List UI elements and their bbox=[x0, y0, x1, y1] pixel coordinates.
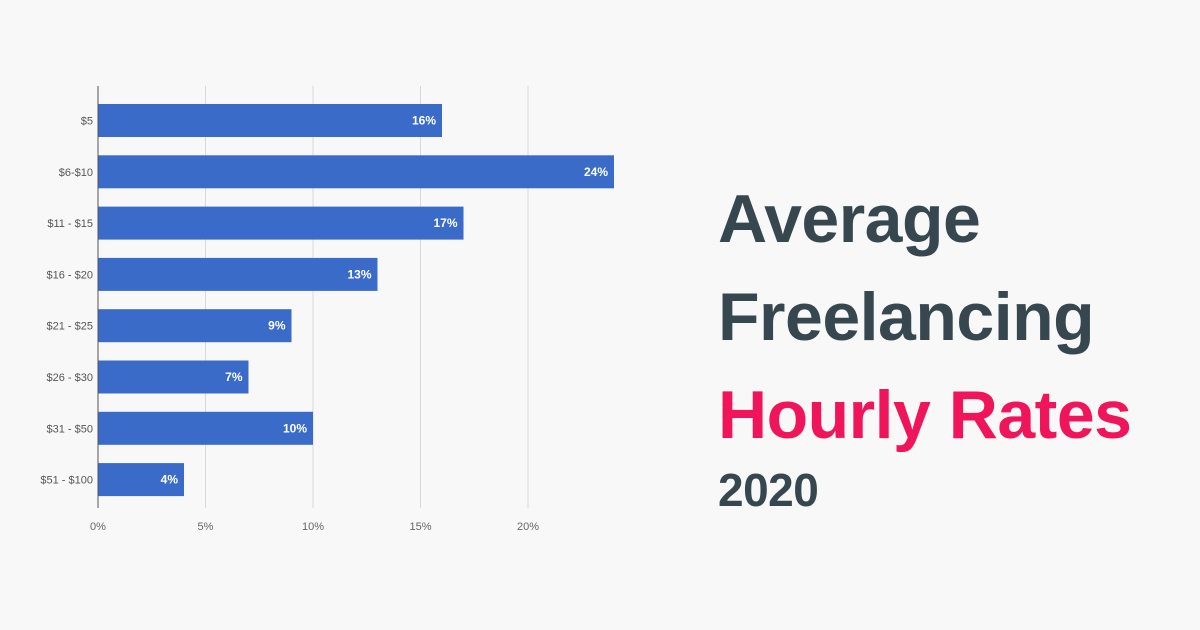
category-labels: $5 $6-$10 $11 - $15 $16 - $20 $21 - $25 $26 -… bbox=[40, 116, 93, 487]
bar bbox=[98, 257, 378, 291]
x-tick-label: 5% bbox=[198, 521, 214, 533]
data-label: 13% bbox=[347, 267, 371, 281]
bar-chart: 16%24%17%13%9%7%10%4% $5$6-$10$11 - $15$… bbox=[40, 86, 614, 533]
data-label: 10% bbox=[283, 421, 307, 435]
category-label: $11 - $15 bbox=[47, 218, 93, 230]
x-tick-label: 0% bbox=[90, 521, 106, 533]
x-tick-labels: 0% 5% 10% 15% 20% bbox=[90, 521, 539, 533]
category-label: $51 - $100 bbox=[40, 475, 93, 487]
data-label: 16% bbox=[412, 114, 436, 128]
category-label: $6-$10 bbox=[59, 167, 93, 179]
bar bbox=[98, 411, 313, 445]
title-line-freelancing: Freelancing bbox=[718, 279, 1095, 355]
bar bbox=[98, 155, 614, 189]
bar bbox=[98, 104, 442, 137]
data-label: 24% bbox=[584, 165, 608, 179]
title-line-average: Average bbox=[718, 181, 981, 257]
category-label: $5 bbox=[81, 116, 93, 128]
x-tick-label: 20% bbox=[517, 521, 539, 533]
category-label: $21 - $25 bbox=[47, 321, 93, 333]
data-label: 7% bbox=[225, 370, 243, 384]
data-label: 4% bbox=[161, 473, 179, 487]
bars bbox=[98, 104, 614, 497]
bar bbox=[98, 360, 249, 394]
bar bbox=[98, 309, 292, 343]
x-tick-label: 15% bbox=[409, 521, 431, 533]
x-tick-label: 10% bbox=[302, 521, 324, 533]
title-year: 2020 bbox=[718, 464, 819, 516]
title-line-hourly-rates: Hourly Rates bbox=[718, 377, 1132, 453]
category-label: $26 - $30 bbox=[47, 372, 93, 384]
bar bbox=[98, 463, 184, 497]
title-block: Average Freelancing Hourly Rates 2020 bbox=[718, 170, 1132, 516]
bar bbox=[98, 206, 464, 240]
category-label: $16 - $20 bbox=[47, 269, 93, 281]
data-labels: 16% 24% 17% 13% 9% 7% 10% 4% bbox=[161, 114, 609, 487]
data-label: 17% bbox=[433, 216, 457, 230]
category-label: $31 - $50 bbox=[47, 423, 93, 435]
data-label: 9% bbox=[268, 319, 286, 333]
